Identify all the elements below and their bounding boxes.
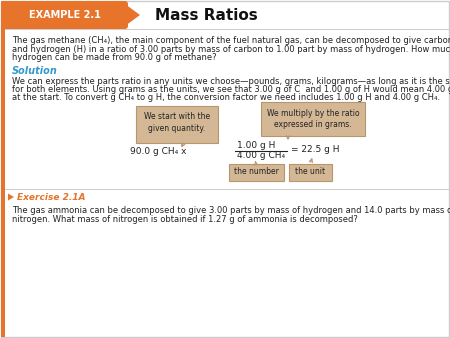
Text: at the start. To convert g CH₄ to g H, the conversion factor we need includes 1.: at the start. To convert g CH₄ to g H, t… [12,94,440,102]
FancyBboxPatch shape [2,1,128,29]
Polygon shape [8,193,14,200]
FancyBboxPatch shape [229,164,284,180]
Text: nitrogen. What mass of nitrogen is obtained if 1.27 g of ammonia is decomposed?: nitrogen. What mass of nitrogen is obtai… [12,215,358,223]
Text: 4.00 g CH₄: 4.00 g CH₄ [237,151,285,161]
Text: = 22.5 g H: = 22.5 g H [291,145,339,153]
Text: We start with the
given quantity.: We start with the given quantity. [144,112,210,133]
Text: the number: the number [234,168,279,176]
Text: We multiply by the ratio
expressed in grams.: We multiply by the ratio expressed in gr… [267,108,359,129]
Text: and hydrogen (H) in a ratio of 3.00 parts by mass of carbon to 1.00 part by mass: and hydrogen (H) in a ratio of 3.00 part… [12,45,450,53]
FancyBboxPatch shape [288,164,332,180]
Text: We can express the parts ratio in any units we choose—pounds, grams, kilograms—a: We can express the parts ratio in any un… [12,76,450,86]
Text: Exercise 2.1A: Exercise 2.1A [17,193,85,201]
Text: for both elements. Using grams as the units, we see that 3.00 g of C  and 1.00 g: for both elements. Using grams as the un… [12,85,450,94]
Bar [1,1,5,337]
FancyBboxPatch shape [136,106,218,143]
Text: The gas methane (CH₄), the main component of the fuel natural gas, can be decomp: The gas methane (CH₄), the main componen… [12,36,450,45]
Text: the unit: the unit [295,168,325,176]
Text: EXAMPLE 2.1: EXAMPLE 2.1 [29,10,101,20]
Text: 1.00 g H: 1.00 g H [237,142,275,150]
Text: hydrogen can be made from 90.0 g of methane?: hydrogen can be made from 90.0 g of meth… [12,53,216,62]
Polygon shape [125,4,140,26]
Text: The gas ammonia can be decomposed to give 3.00 parts by mass of hydrogen and 14.: The gas ammonia can be decomposed to giv… [12,206,450,215]
Text: Solution: Solution [12,66,58,75]
Text: 90.0 g CH₄ x: 90.0 g CH₄ x [130,146,186,155]
FancyBboxPatch shape [261,102,365,136]
Text: Mass Ratios: Mass Ratios [155,7,258,23]
